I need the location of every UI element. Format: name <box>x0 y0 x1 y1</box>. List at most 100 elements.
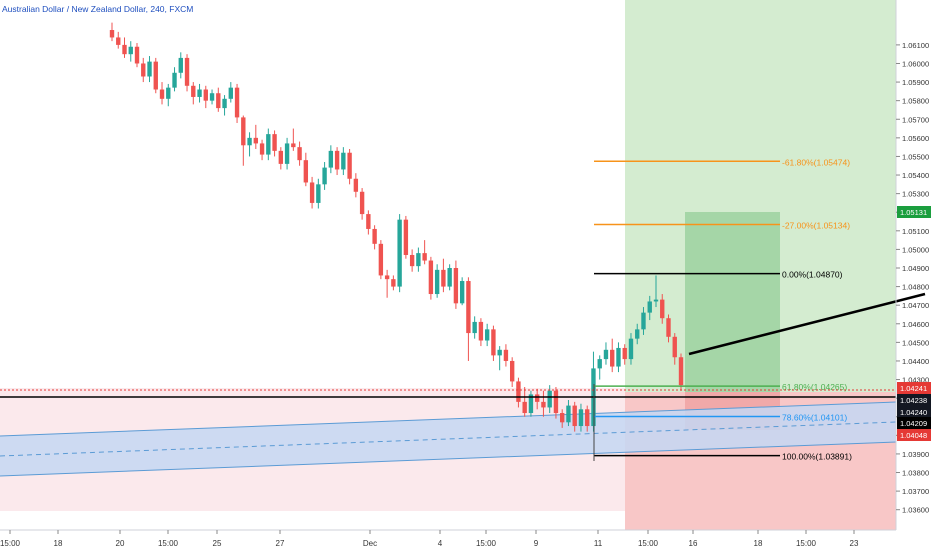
candle <box>159 82 165 105</box>
candle-body <box>384 275 390 280</box>
candle-body <box>372 228 377 244</box>
candle-body <box>141 63 146 77</box>
candle <box>585 405 590 432</box>
y-tick-label: 1.05700 <box>902 115 929 124</box>
candle <box>359 188 365 220</box>
candle-body <box>128 46 133 55</box>
candle-body <box>578 409 584 427</box>
candle-body <box>297 147 302 161</box>
candle <box>253 124 259 150</box>
candle-body <box>597 359 602 369</box>
candle <box>278 147 284 170</box>
candle-body <box>622 347 627 360</box>
candle <box>309 176 315 209</box>
candle-body <box>409 254 415 267</box>
y-tick-label: 1.05800 <box>902 97 929 106</box>
candle-body <box>147 61 152 77</box>
x-tick-label: 15:00 <box>638 539 659 548</box>
candle-body <box>547 390 552 408</box>
candle <box>666 314 671 343</box>
candle <box>641 307 646 335</box>
x-tick-label: 4 <box>438 539 443 548</box>
price-tag: 1.04241 <box>900 384 927 393</box>
candle-body <box>247 137 252 146</box>
candle <box>409 249 415 272</box>
x-tick-label: 9 <box>534 539 539 548</box>
y-tick-label: 1.05000 <box>902 245 929 254</box>
candle-body <box>366 214 371 229</box>
x-tick-label: 23 <box>850 539 859 548</box>
trend-line[interactable] <box>688 292 926 356</box>
price-tag-bg <box>897 394 931 406</box>
fib-level-label: 78.60%(1.04101) <box>782 413 847 423</box>
candle-body <box>472 321 477 334</box>
candle <box>403 215 409 259</box>
candle-body <box>416 253 421 267</box>
candle <box>541 390 546 417</box>
candle <box>328 145 334 174</box>
candle-body <box>434 269 440 295</box>
x-tick-label: 15:00 <box>158 539 179 548</box>
candle <box>622 344 627 365</box>
y-tick-label: 1.04900 <box>902 264 929 273</box>
candle-body <box>116 37 121 45</box>
y-tick-label: 1.05100 <box>902 227 929 236</box>
candle-body <box>503 349 509 361</box>
candle <box>291 128 296 151</box>
candle-body <box>291 143 296 148</box>
candle-body <box>566 405 571 423</box>
candle-body <box>353 178 359 192</box>
candle <box>484 323 490 347</box>
candle-body <box>278 150 284 164</box>
candle-body <box>422 253 427 261</box>
y-tick-label: 1.05400 <box>902 171 929 180</box>
price-tag-bg <box>897 406 931 418</box>
candle-body <box>428 260 434 295</box>
candle <box>660 294 665 324</box>
candle-body <box>191 85 196 97</box>
candle-body <box>484 329 490 341</box>
candle <box>553 386 559 419</box>
candle <box>372 225 377 250</box>
candle-body <box>641 312 646 330</box>
candle <box>578 403 584 432</box>
candle-body <box>572 405 577 427</box>
candle-body <box>610 349 615 367</box>
candle-body <box>447 268 452 287</box>
candle-body <box>222 98 227 109</box>
x-tick-label: 18 <box>754 539 763 548</box>
candle <box>197 83 202 103</box>
candle-body <box>197 89 202 97</box>
candle-body <box>216 93 221 109</box>
candle <box>441 258 446 293</box>
candle-body <box>159 89 165 99</box>
candle <box>466 277 471 361</box>
candle-body <box>509 360 515 382</box>
candle <box>347 149 352 185</box>
candle <box>597 355 602 380</box>
candle <box>447 264 452 291</box>
channel-midline <box>0 421 897 457</box>
candle <box>503 344 509 367</box>
candle-body <box>397 219 402 287</box>
candle <box>422 240 427 265</box>
candle-body <box>134 46 140 64</box>
candle <box>647 295 652 321</box>
x-tick-label: 15:00 <box>796 539 817 548</box>
candle <box>316 178 321 209</box>
candle-body <box>209 93 215 101</box>
candle-body <box>441 269 446 287</box>
candle-body <box>403 219 409 255</box>
fib-level-label: 0.00%(1.04870) <box>782 270 843 280</box>
candle <box>147 56 152 83</box>
candle <box>166 83 171 107</box>
candle-body <box>303 160 309 183</box>
candle-body <box>328 150 334 168</box>
y-tick-label: 1.05900 <box>902 78 929 87</box>
candle-body <box>266 134 271 155</box>
candle <box>122 37 127 58</box>
y-tick-label: 1.03700 <box>902 487 929 496</box>
candle <box>453 260 459 309</box>
